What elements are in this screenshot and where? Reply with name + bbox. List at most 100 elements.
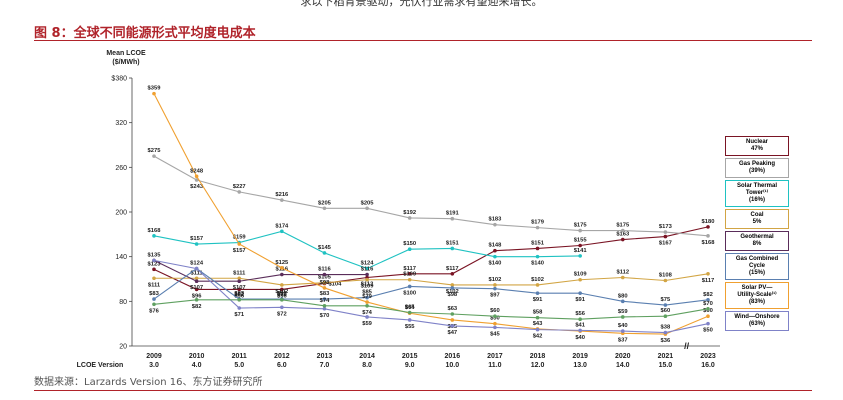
data-point <box>620 299 625 304</box>
data-point <box>237 242 242 246</box>
series-line <box>154 273 709 286</box>
data-label: $65 <box>405 305 415 311</box>
data-point <box>322 272 327 277</box>
source-note: 数据来源：Larzards Version 16、东方证券研究所 <box>34 377 263 388</box>
data-label: $102 <box>488 277 501 283</box>
data-point <box>578 243 582 248</box>
data-point <box>578 291 582 295</box>
x-version-label: 7.0 <box>320 362 330 369</box>
x-version-label: 4.0 <box>192 362 202 369</box>
data-label: $117 <box>446 266 459 272</box>
data-point <box>706 234 710 238</box>
data-point <box>237 276 242 281</box>
x-version-label: 9.0 <box>405 362 415 369</box>
data-label: $175 <box>574 223 588 229</box>
data-label: $109 <box>403 272 417 278</box>
data-label: $104 <box>328 281 342 287</box>
series-line <box>153 259 368 282</box>
data-label: $155 <box>574 238 588 244</box>
data-point <box>706 306 710 311</box>
data-point <box>365 304 369 308</box>
data-label: $91 <box>533 297 543 303</box>
x-tick-label: 2011 <box>232 353 247 360</box>
x-axis-title: LCOE Version <box>77 362 124 369</box>
data-label: $75 <box>661 297 671 303</box>
series-line <box>153 93 709 335</box>
data-point <box>706 314 710 319</box>
y-tick-label: 20 <box>119 344 127 351</box>
data-label: $82 <box>703 292 713 298</box>
data-label: $47 <box>447 330 457 336</box>
data-label: $112 <box>616 270 629 276</box>
data-label: $148 <box>488 243 502 249</box>
data-point <box>322 306 327 311</box>
data-label: $60 <box>703 308 713 314</box>
data-label: $108 <box>659 272 673 278</box>
data-label: $150 <box>403 241 416 247</box>
data-point <box>280 266 284 270</box>
data-point <box>322 251 327 255</box>
data-label: $60 <box>661 308 671 314</box>
data-point <box>322 297 327 301</box>
data-label: $60 <box>490 308 500 314</box>
data-label: $117 <box>702 278 715 284</box>
data-point <box>152 297 156 301</box>
data-label: $141 <box>574 248 588 254</box>
data-point <box>535 283 540 287</box>
data-point <box>407 271 412 276</box>
data-label: $175 <box>616 223 630 229</box>
data-point <box>322 280 327 285</box>
data-point <box>535 246 540 251</box>
data-label: $40 <box>618 323 628 329</box>
data-label: $42 <box>533 334 543 340</box>
data-label: $85 <box>362 290 372 296</box>
data-label: $109 <box>361 284 375 290</box>
data-point <box>407 284 412 289</box>
data-label: $74 <box>320 298 330 304</box>
data-point <box>706 321 710 326</box>
data-label: $43 <box>533 321 543 327</box>
data-point <box>237 279 242 284</box>
data-point <box>620 237 625 242</box>
data-label: $102 <box>446 289 459 295</box>
title-rule <box>34 40 812 41</box>
data-point <box>407 310 412 315</box>
x-version-label: 12.0 <box>531 362 545 369</box>
series-line <box>153 299 709 320</box>
data-label: $243 <box>190 184 204 190</box>
data-label: $40 <box>575 335 585 341</box>
data-point <box>280 287 284 292</box>
data-label: $59 <box>618 309 628 315</box>
data-label: $100 <box>403 290 416 296</box>
data-point <box>322 304 327 308</box>
data-label: $64 <box>405 305 415 311</box>
data-point <box>620 315 625 319</box>
data-label: $91 <box>575 297 585 303</box>
data-point <box>663 303 668 307</box>
x-tick-label: 2012 <box>274 353 290 360</box>
data-point <box>237 287 242 292</box>
data-label: $76 <box>149 308 159 314</box>
data-label: $83 <box>277 291 287 297</box>
x-tick-label: 2014 <box>359 353 375 360</box>
data-label: $205 <box>361 200 375 206</box>
data-point <box>152 154 156 158</box>
x-tick-label: 2023 <box>700 353 716 360</box>
y-tick-label: $380 <box>111 76 127 83</box>
data-point <box>578 254 582 258</box>
data-label: $359 <box>148 86 162 92</box>
data-point <box>493 254 497 259</box>
x-version-label: 11.0 <box>488 362 501 369</box>
data-point <box>365 272 369 277</box>
y-tick-label: 200 <box>115 210 127 217</box>
data-label: $41 <box>575 322 585 328</box>
x-tick-label: 2018 <box>530 353 546 360</box>
x-tick-label: 2020 <box>615 353 631 360</box>
data-label: $82 <box>192 304 202 310</box>
x-tick-label: 2017 <box>487 353 503 360</box>
data-point <box>280 272 284 277</box>
data-point <box>450 283 455 287</box>
data-label: $107 <box>190 285 203 291</box>
data-point <box>620 228 625 233</box>
